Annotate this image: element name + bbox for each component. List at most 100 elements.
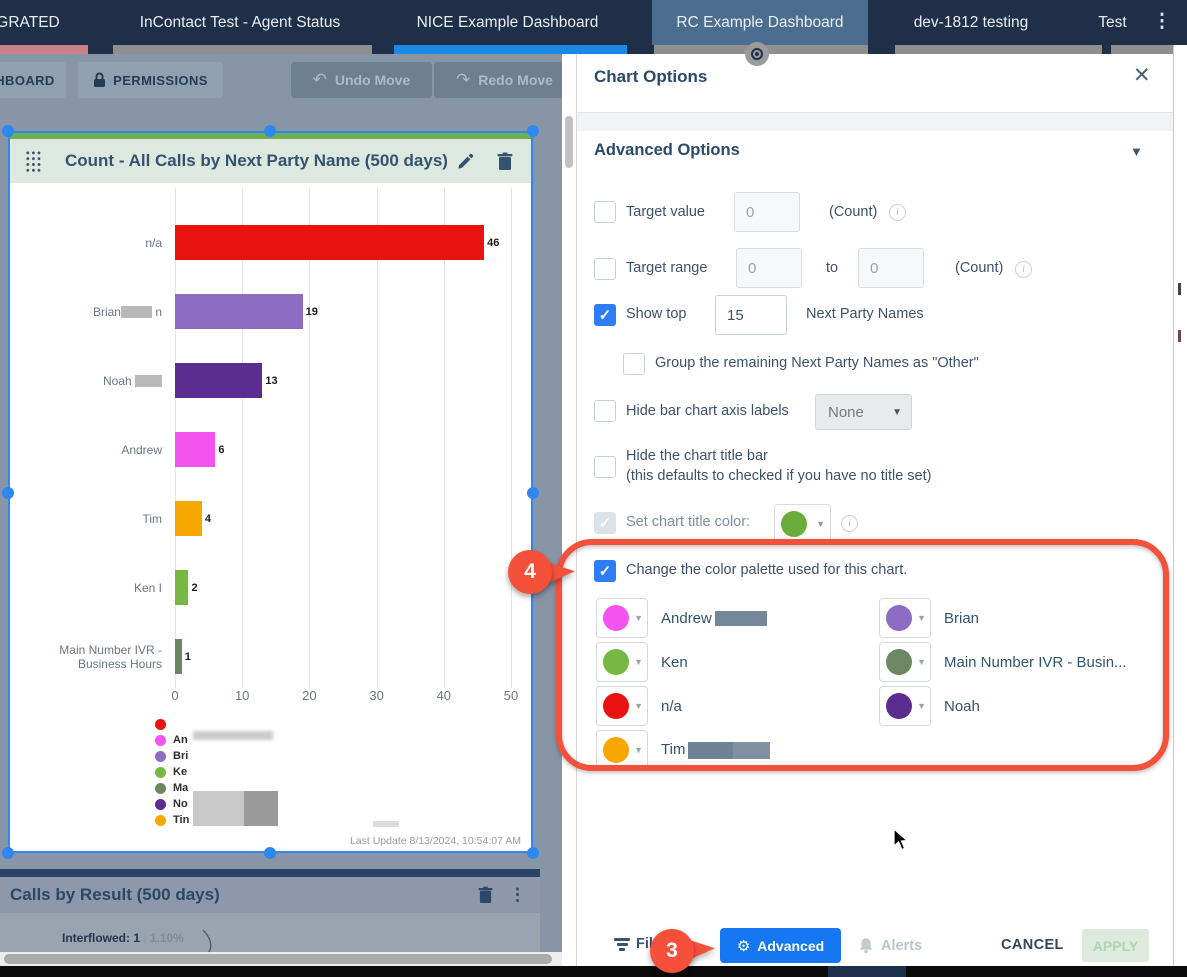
second-chart-titlebar[interactable]: Calls by Result (500 days) ⋮	[0, 877, 540, 913]
group-other-checkbox[interactable]	[623, 353, 645, 375]
change-palette-checkbox[interactable]	[594, 560, 616, 582]
tab-underline	[1111, 45, 1178, 54]
chevron-down-icon[interactable]: ▼	[1130, 144, 1143, 159]
selection-handle[interactable]	[2, 125, 14, 137]
chart-menu-icon[interactable]: ⋮	[509, 885, 526, 904]
selection-handle[interactable]	[527, 487, 539, 499]
bar[interactable]	[175, 225, 485, 260]
target-range-unit: (Count)	[955, 260, 1004, 276]
bar[interactable]	[175, 501, 202, 536]
tab-dev-1812-testing[interactable]: dev-1812 testing	[913, 14, 1029, 31]
legend-label: An	[173, 734, 188, 746]
bar[interactable]	[175, 294, 303, 329]
undo-move-label: Undo Move	[334, 72, 411, 88]
delete-chart-icon[interactable]	[497, 152, 513, 171]
redo-move-button[interactable]: ↷ Redo Move	[434, 62, 575, 98]
palette-swatch-dropdown[interactable]: ▼	[596, 598, 648, 638]
target-value-checkbox[interactable]	[594, 201, 616, 223]
palette-item-name: n/a	[661, 697, 682, 715]
redo-icon: ↷	[456, 70, 471, 89]
tab-rc-example-dashboard[interactable]: RC Example Dashboard	[652, 0, 868, 45]
selection-handle[interactable]	[264, 125, 276, 137]
chevron-down-icon: ▼	[917, 613, 926, 623]
apply-button[interactable]: APPLY	[1082, 929, 1149, 962]
bar[interactable]	[175, 363, 263, 398]
hide-axis-labels-checkbox[interactable]	[594, 400, 616, 422]
table-row: Brian n 19	[10, 277, 531, 346]
title-color-checkbox[interactable]	[594, 512, 616, 534]
hide-axis-labels-dropdown[interactable]: None ▼	[815, 394, 912, 430]
permissions-button-label: PERMISSIONS	[113, 72, 208, 88]
selection-handle[interactable]	[527, 847, 539, 859]
delete-chart-icon[interactable]	[478, 886, 493, 904]
undo-icon: ↶	[312, 70, 327, 89]
selection-handle[interactable]	[2, 847, 14, 859]
legend-item: Ke	[155, 764, 189, 780]
horizontal-scrollbar[interactable]	[0, 952, 562, 966]
undo-move-button[interactable]: ↶ Undo Move	[291, 62, 432, 98]
table-row: Andrew 6	[10, 415, 531, 484]
tab-incontact-test-agent-status[interactable]: InContact Test - Agent Status	[139, 14, 341, 31]
gridline	[376, 188, 378, 688]
vertical-scrollbar[interactable]	[562, 54, 576, 966]
target-range-from-input[interactable]	[736, 248, 802, 288]
edit-pencil-icon[interactable]	[457, 153, 474, 170]
tab-test[interactable]: Test	[1098, 14, 1127, 31]
legend-dot	[155, 814, 166, 826]
palette-swatch-dropdown[interactable]: ▼	[596, 642, 648, 682]
eye-marker-icon[interactable]	[745, 42, 769, 66]
show-top-input[interactable]	[715, 295, 787, 335]
bar-category-label: n/a	[145, 235, 162, 250]
selection-handle[interactable]	[527, 125, 539, 137]
selection-handle[interactable]	[2, 487, 14, 499]
palette-item: ▼ Tim	[596, 728, 879, 772]
drag-handle-icon[interactable]	[25, 149, 42, 173]
target-range-checkbox[interactable]	[594, 258, 616, 280]
tab-igrated[interactable]: IGRATED	[0, 14, 60, 31]
tab-underline	[394, 45, 627, 54]
hide-axis-labels-value: None	[828, 403, 864, 421]
info-icon[interactable]: i	[841, 515, 858, 532]
x-axis-tick: 50	[503, 688, 519, 703]
palette-swatch-dropdown[interactable]: ▼	[879, 642, 931, 682]
tab-nice-example-dashboard[interactable]: NICE Example Dashboard	[416, 14, 599, 31]
bar-category-label: Main Number IVR - Business Hours	[59, 642, 162, 671]
palette-swatch-dropdown[interactable]: ▼	[879, 598, 931, 638]
dashboard-button[interactable]: HBOARD	[0, 62, 66, 98]
palette-color-swatch	[886, 649, 912, 675]
tab-overflow-menu-icon[interactable]: ⋮	[1152, 11, 1172, 32]
table-row: Ken I 2	[10, 553, 531, 622]
bar[interactable]	[175, 432, 216, 467]
legend-dot	[155, 766, 166, 778]
close-icon[interactable]: ✕	[1133, 64, 1151, 87]
legend-dot	[155, 734, 166, 746]
cancel-button[interactable]: CANCEL	[1001, 937, 1064, 953]
palette-color-swatch	[603, 605, 629, 631]
legend-label: No	[173, 798, 188, 810]
show-top-checkbox[interactable]	[594, 304, 616, 326]
palette-swatch-dropdown[interactable]: ▼	[596, 730, 648, 770]
bar[interactable]	[175, 639, 182, 674]
advanced-button[interactable]: ⚙ Advanced	[720, 928, 841, 963]
legend-item: Bri	[155, 748, 189, 764]
permissions-button[interactable]: PERMISSIONS	[78, 62, 223, 98]
bar[interactable]	[175, 570, 189, 605]
horizontal-scrollbar-thumb[interactable]	[4, 954, 552, 964]
palette-swatch-dropdown[interactable]: ▼	[879, 686, 931, 726]
info-icon[interactable]: i	[889, 204, 906, 221]
legend-item: No	[155, 796, 189, 812]
target-value-input[interactable]	[734, 192, 800, 232]
hide-title-bar-checkbox[interactable]	[594, 456, 616, 478]
alerts-button[interactable]: Alerts	[858, 928, 922, 963]
chart-legend: An Bri Ke Ma No Tin	[155, 716, 189, 828]
palette-swatch-dropdown[interactable]: ▼	[596, 686, 648, 726]
chart-card[interactable]: Count - All Calls by Next Party Name (50…	[8, 131, 533, 853]
annotation-step-4-badge: 4	[508, 550, 552, 594]
target-range-to-input[interactable]	[858, 248, 924, 288]
selection-handle[interactable]	[264, 847, 276, 859]
tab-underline	[895, 45, 1102, 54]
info-icon[interactable]: i	[1015, 261, 1032, 278]
vertical-scrollbar-thumb[interactable]	[565, 116, 573, 168]
title-color-swatch-dropdown[interactable]: ▼	[774, 504, 831, 544]
chart-card-titlebar[interactable]: Count - All Calls by Next Party Name (50…	[10, 139, 531, 183]
